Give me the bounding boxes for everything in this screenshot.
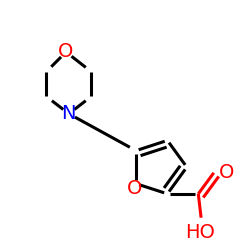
Text: O: O [127,179,142,198]
Text: HO: HO [185,223,215,242]
Text: O: O [58,42,74,62]
Text: N: N [62,104,76,123]
Text: O: O [219,163,234,182]
